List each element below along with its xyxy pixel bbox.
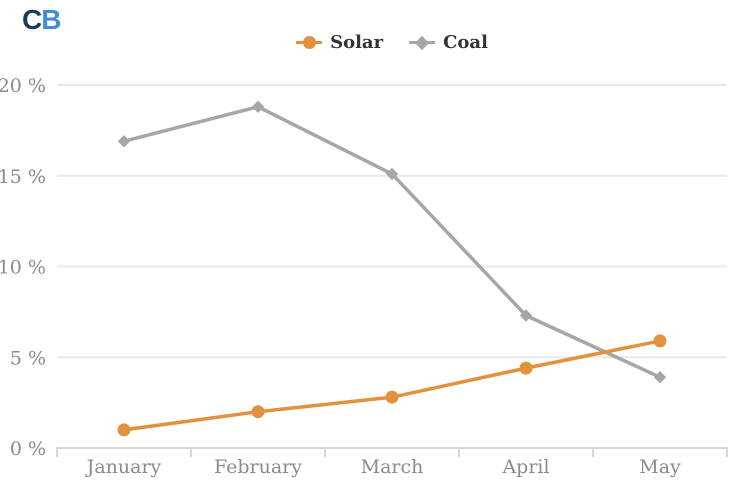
series-line-solar: [123, 339, 661, 432]
legend-label-solar: Solar: [330, 32, 384, 53]
data-point-solar[interactable]: [251, 405, 265, 419]
logo-letter-c: C: [22, 4, 42, 35]
y-tick-label: 10 %: [0, 257, 46, 279]
y-tick-label: 5 %: [10, 347, 46, 369]
legend-item-solar[interactable]: Solar: [296, 32, 383, 53]
legend: Solar Coal: [57, 32, 727, 53]
data-point-coal[interactable]: [117, 135, 131, 148]
logo-letter-b: B: [41, 4, 61, 35]
data-point-solar[interactable]: [117, 423, 131, 437]
x-tick-label: March: [361, 456, 424, 478]
data-point-coal[interactable]: [385, 167, 399, 181]
x-tick-label: February: [214, 456, 302, 478]
series-line-coal: [123, 104, 661, 379]
data-point-coal[interactable]: [519, 309, 533, 322]
legend-item-coal[interactable]: Coal: [409, 32, 488, 53]
x-tick-label: May: [639, 456, 681, 478]
data-point-solar[interactable]: [519, 361, 533, 375]
x-tick-label: January: [85, 456, 162, 478]
coal-line-diamond-icon: [409, 35, 436, 50]
legend-label-coal: Coal: [443, 32, 488, 53]
y-tick-label: 20 %: [0, 75, 46, 97]
data-point-coal[interactable]: [251, 100, 265, 113]
data-point-solar[interactable]: [653, 334, 667, 348]
data-point-coal[interactable]: [653, 371, 667, 384]
y-tick-label: 0 %: [10, 438, 46, 460]
y-tick-label: 15 %: [0, 166, 46, 188]
logo: CB: [22, 4, 61, 35]
x-tick-label: April: [501, 456, 549, 478]
solar-line-circle-icon: [296, 36, 323, 50]
data-point-solar[interactable]: [385, 390, 399, 404]
